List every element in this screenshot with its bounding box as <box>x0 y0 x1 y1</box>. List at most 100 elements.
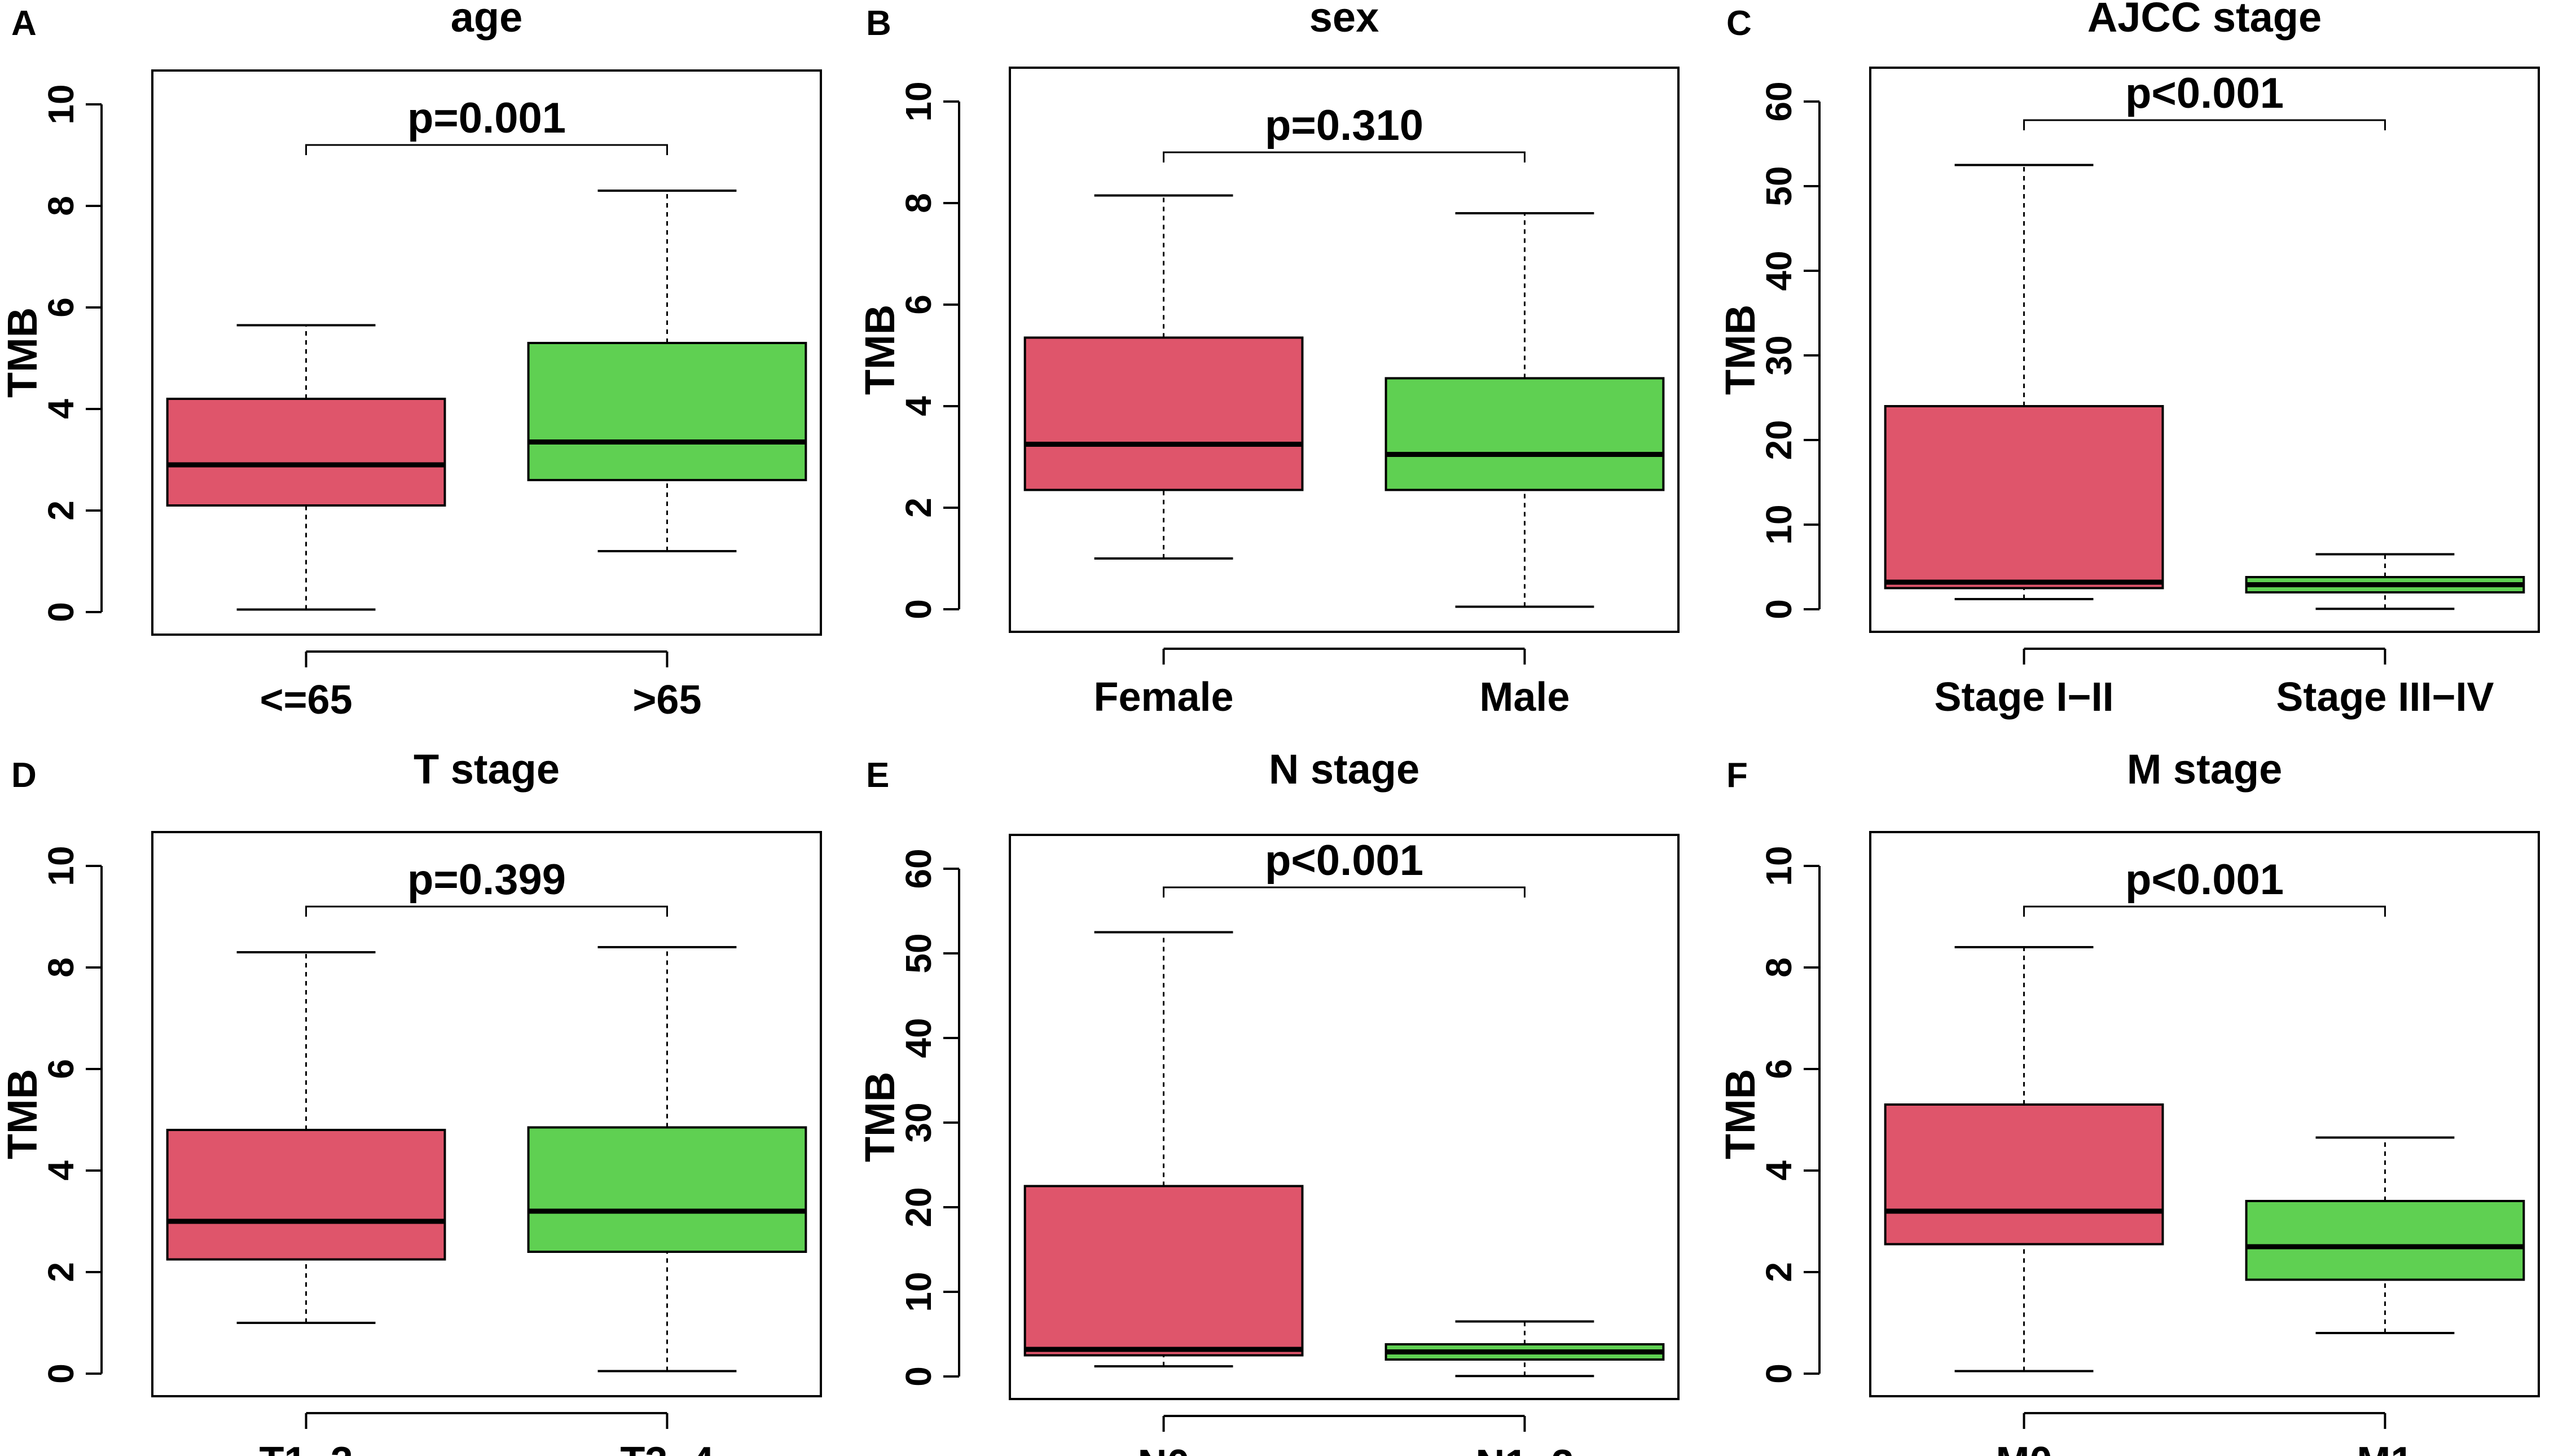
panel-title: sex <box>1309 0 1379 41</box>
box-1 <box>1384 212 1665 608</box>
y-axis-label: TMB <box>0 1069 46 1159</box>
iqr-box <box>166 1129 446 1261</box>
y-tick-label: 40 <box>1759 250 1799 291</box>
box-0 <box>1023 194 1304 560</box>
significance-bracket <box>305 905 668 917</box>
box-1 <box>2245 1136 2525 1334</box>
box-1 <box>2245 553 2525 610</box>
box-1 <box>527 946 807 1373</box>
significance-bracket <box>305 144 668 155</box>
panel-letter: E <box>866 756 889 795</box>
y-tick-label: 50 <box>898 933 939 973</box>
y-tick-label: 4 <box>1759 1160 1799 1181</box>
y-tick-label: 10 <box>898 1272 939 1312</box>
y-tick-label: 30 <box>1759 335 1799 375</box>
plot-frame <box>1009 834 1680 1400</box>
iqr-box <box>527 342 807 481</box>
y-axis-label: TMB <box>1717 305 1764 395</box>
box-0 <box>1023 931 1304 1367</box>
iqr-box <box>1023 1185 1304 1357</box>
iqr-box <box>1384 377 1665 491</box>
x-category-label: M0 <box>1996 1439 2052 1456</box>
y-tick-label: 10 <box>898 81 939 121</box>
y-tick-label: 8 <box>41 196 81 216</box>
y-tick-label: 0 <box>1759 1363 1799 1384</box>
y-axis-label: TMB <box>856 305 903 395</box>
panel-f: F M stage 0 2 4 6 8 10 TMB M0 M1 p<0.001 <box>1717 746 2540 1456</box>
box-0 <box>166 324 446 611</box>
x-category-label: Stage III−IV <box>2276 675 2494 720</box>
significance-bracket <box>2023 905 2386 917</box>
y-tick-label: 0 <box>41 1363 81 1384</box>
y-tick-label: 40 <box>898 1018 939 1058</box>
y-axis-label: TMB <box>1717 1069 1764 1159</box>
box-0 <box>1884 164 2164 600</box>
panel-title: age <box>451 0 523 41</box>
y-tick-label: 8 <box>41 957 81 978</box>
x-category-label: <=65 <box>260 678 352 723</box>
panel-c: C AJCC stage 0 10 20 30 40 50 60 TMB Stage I−II Sta… <box>1717 0 2540 720</box>
panel-letter: A <box>11 4 37 43</box>
y-tick-label: 0 <box>41 602 81 622</box>
plot-frame <box>151 69 822 636</box>
box-0 <box>1884 946 2164 1373</box>
y-tick-label: 4 <box>41 399 81 419</box>
y-tick-label: 20 <box>898 1187 939 1227</box>
y-tick-label: 10 <box>41 84 81 124</box>
box-1 <box>527 190 807 552</box>
iqr-box <box>1884 1103 2164 1246</box>
significance-bracket <box>1163 886 1526 898</box>
p-value-label: p<0.001 <box>1265 837 1423 885</box>
y-tick-label: 8 <box>898 193 939 213</box>
panel-letter: F <box>1726 756 1748 795</box>
x-category-label: Female <box>1093 675 1233 720</box>
p-value-label: p<0.001 <box>2125 856 2284 904</box>
x-category-label: N0 <box>1138 1442 1190 1456</box>
significance-bracket <box>2023 119 2386 130</box>
plot-frame <box>1869 67 2540 633</box>
x-category-label: M1 <box>2357 1439 2413 1456</box>
y-tick-label: 2 <box>41 1262 81 1282</box>
y-tick-label: 6 <box>898 294 939 315</box>
significance-bracket <box>1163 151 1526 162</box>
x-category-label: T1−2 <box>259 1439 353 1456</box>
panel-e: E N stage 0 10 20 30 40 50 60 TMB N0 N1−2 p<0.001 <box>856 746 1680 1456</box>
p-value-label: p=0.001 <box>407 94 566 142</box>
y-tick-label: 2 <box>41 500 81 521</box>
y-tick-label: 6 <box>1759 1059 1799 1079</box>
y-tick-label: 6 <box>41 297 81 318</box>
p-value-label: p=0.310 <box>1265 102 1423 149</box>
y-tick-label: 60 <box>1759 81 1799 121</box>
panel-letter: C <box>1726 4 1752 43</box>
panel-title: AJCC stage <box>2087 0 2322 41</box>
x-category-label: Stage I−II <box>1934 675 2113 720</box>
panel-letter: B <box>866 4 891 43</box>
x-category-label: >65 <box>632 678 701 723</box>
iqr-box <box>1023 336 1304 491</box>
plot-frame <box>1869 831 2540 1397</box>
x-category-label: T3−4 <box>620 1439 714 1456</box>
y-tick-label: 20 <box>1759 420 1799 460</box>
y-tick-label: 10 <box>1759 846 1799 886</box>
p-value-label: p<0.001 <box>2125 69 2284 117</box>
iqr-box <box>527 1126 807 1253</box>
y-tick-label: 0 <box>898 1366 939 1387</box>
plot-frame <box>151 831 822 1397</box>
y-tick-label: 50 <box>1759 166 1799 206</box>
x-category-label: N1−2 <box>1475 1442 1573 1456</box>
panel-title: N stage <box>1269 746 1419 793</box>
y-tick-label: 2 <box>1759 1262 1799 1282</box>
panel-title: T stage <box>414 746 560 793</box>
iqr-box <box>2245 1200 2525 1281</box>
y-tick-label: 6 <box>41 1059 81 1079</box>
box-0 <box>166 951 446 1324</box>
iqr-box <box>166 398 446 507</box>
y-tick-label: 8 <box>1759 957 1799 978</box>
y-axis-label: TMB <box>856 1072 903 1162</box>
plot-frame <box>1009 67 1680 633</box>
y-tick-label: 2 <box>898 498 939 518</box>
box-1 <box>1384 1320 1665 1378</box>
